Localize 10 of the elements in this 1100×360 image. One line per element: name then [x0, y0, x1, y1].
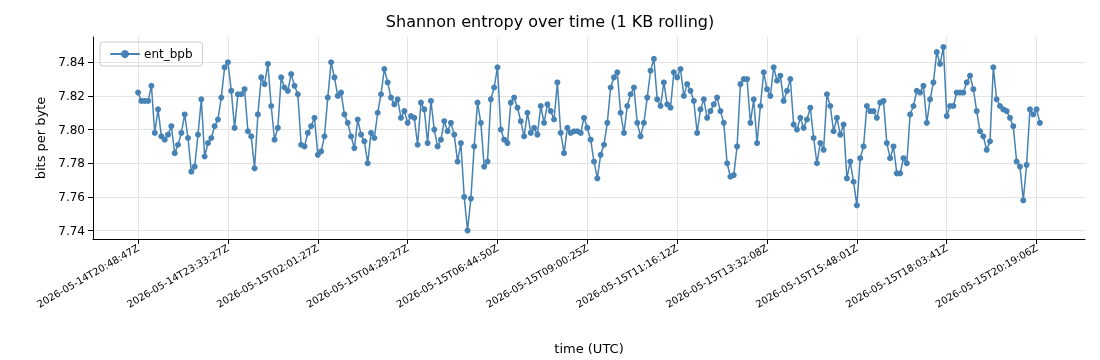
y-tick-label: 7.80 — [58, 122, 85, 137]
y-tick-label: 7.76 — [58, 189, 85, 204]
y-axis-title: bits per byte — [33, 96, 49, 180]
y-tick-label: 7.82 — [58, 88, 85, 103]
legend-label: ent_bpb — [144, 47, 193, 61]
x-axis-title: time (UTC) — [554, 341, 624, 356]
y-tick-label: 7.84 — [58, 55, 85, 70]
y-tick-label: 7.78 — [58, 156, 85, 171]
y-tick-label: 7.74 — [58, 223, 85, 238]
chart-title: Shannon entropy over time (1 KB rolling) — [385, 11, 715, 31]
